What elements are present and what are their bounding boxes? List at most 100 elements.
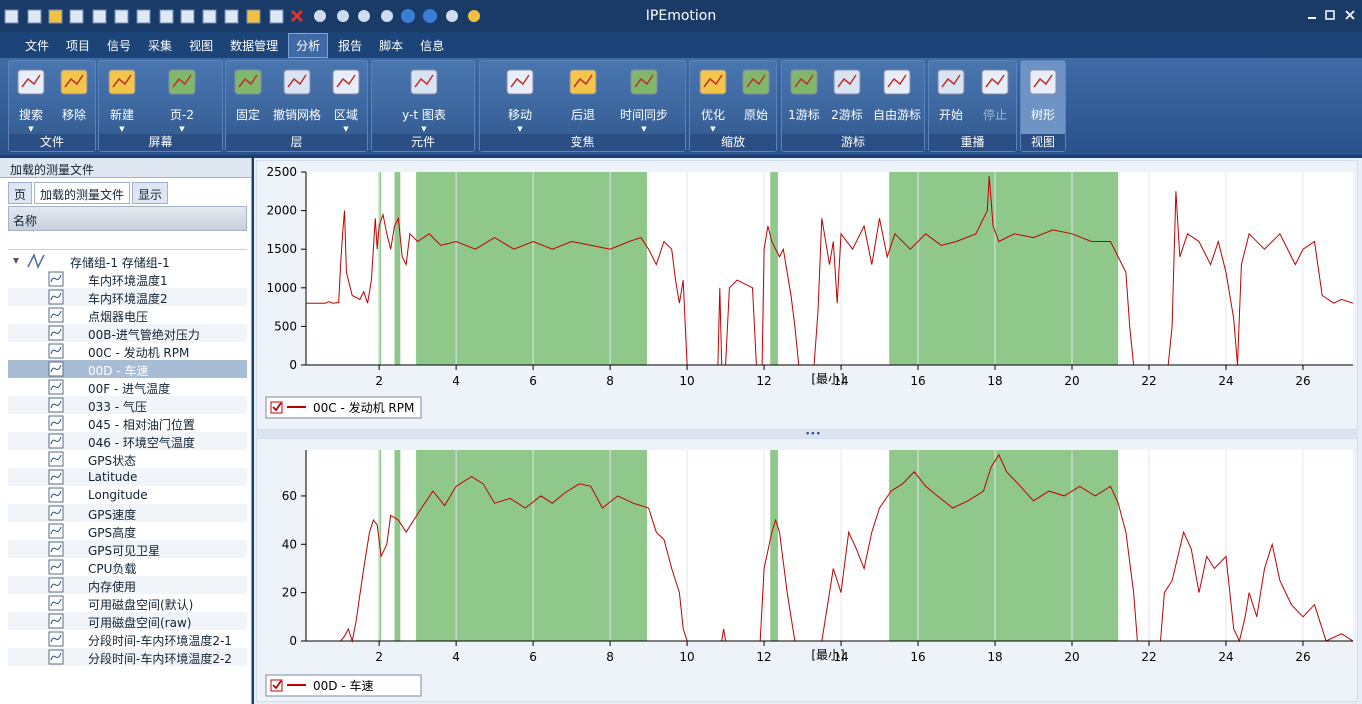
signal-item[interactable]: 分段时间-车内环境温度2-2 <box>8 648 247 666</box>
button-label: 搜索 <box>18 108 43 122</box>
menu-item[interactable]: 文件 <box>25 38 50 53</box>
ribbon-button[interactable]: 树形 <box>1015 61 1071 123</box>
ribbon-button[interactable]: 区域 ▼ <box>318 61 374 133</box>
signal-label: Longitude <box>88 488 148 502</box>
ribbon-button[interactable]: 自由游标 <box>869 61 925 123</box>
signal-label: 内存使用 <box>88 580 137 594</box>
signal-label: 车内环境温度1 <box>88 274 168 288</box>
ribbon-button[interactable]: 时间同步 ▼ <box>616 61 672 133</box>
y-tick-label: 1500 <box>266 242 297 256</box>
highlight-range <box>889 450 1119 641</box>
signal-item[interactable]: 046 - 环境空气温度 <box>8 432 247 450</box>
icon-wave <box>50 634 62 643</box>
menu-item[interactable]: 分析 <box>288 32 329 58</box>
button-icon <box>506 69 534 95</box>
signal-item[interactable]: 点烟器电压 <box>8 306 247 324</box>
signal-item[interactable]: GPS速度 <box>8 504 247 522</box>
ribbon-button[interactable]: 1游标 <box>776 61 832 123</box>
panel-tab[interactable]: 加载的测量文件 <box>34 182 131 204</box>
signal-item[interactable]: GPS可见卫星 <box>8 540 247 558</box>
icon-wave <box>50 508 62 517</box>
signal-icon <box>48 523 64 539</box>
signal-item[interactable]: 00D - 车速 <box>8 360 247 378</box>
ribbon-group-label: 缩放 <box>690 134 776 151</box>
panel-tab[interactable]: 页 <box>8 182 33 204</box>
ribbon-button[interactable]: 开始 <box>923 61 979 123</box>
signal-item[interactable]: 00F - 进气温度 <box>8 378 247 396</box>
tree-group[interactable]: 存储组-1 存储组-1 <box>8 252 247 270</box>
highlight-range <box>394 172 401 365</box>
signal-icon <box>48 307 64 323</box>
icon-detail <box>887 74 907 88</box>
ribbon-collapse[interactable] <box>1345 42 1359 48</box>
menu-item[interactable]: 项目 <box>66 38 91 53</box>
signal-icon <box>48 451 64 467</box>
legend[interactable]: 00C - 发动机 RPM <box>265 396 422 419</box>
signal-item[interactable]: 00C - 发动机 RPM <box>8 342 247 360</box>
signal-tree: 存储组-1 存储组-1 车内环境温度1 车内环境温度2 点烟器电压 00B-进气管绝对压… <box>0 252 252 672</box>
signal-label: 可用磁盘空间(raw) <box>88 616 192 630</box>
signal-label: 分段时间-车内环境温度2-1 <box>88 634 232 648</box>
menu-item[interactable]: 脚本 <box>379 38 404 53</box>
x-axis-label: [最小] <box>811 648 844 662</box>
ribbon-button[interactable]: 固定 <box>220 61 276 123</box>
signal-label: 033 - 气压 <box>88 400 147 414</box>
signal-item[interactable]: GPS高度 <box>8 522 247 540</box>
yt-chart: 2 4 6 8 10 12 14 16 18 20 22 24 26050010001500200025… <box>256 160 1358 430</box>
menu-item[interactable]: 采集 <box>148 38 173 53</box>
ribbon-button[interactable]: 原始 <box>728 61 784 123</box>
signal-item[interactable]: CPU负载 <box>8 558 247 576</box>
signal-item[interactable]: 00B-进气管绝对压力 <box>8 324 247 342</box>
signal-item[interactable]: 分段时间-车内环境温度2-1 <box>8 630 247 648</box>
signal-icon <box>48 397 64 413</box>
ribbon-button[interactable]: 后退 <box>555 61 611 123</box>
signal-label: 00C - 发动机 RPM <box>88 346 190 360</box>
icon-wave <box>50 454 62 463</box>
ribbon-button[interactable]: 搜索 ▼ <box>3 61 59 133</box>
signal-item[interactable]: 车内环境温度2 <box>8 288 247 306</box>
ribbon-button[interactable]: 移除 <box>46 61 102 123</box>
ribbon-button[interactable]: 撤销网格 <box>269 61 325 123</box>
signal-label: 00B-进气管绝对压力 <box>88 328 200 342</box>
ribbon-group-label: 层 <box>226 134 367 151</box>
signal-item[interactable]: 可用磁盘空间(raw) <box>8 612 247 630</box>
icon-wave <box>50 274 62 283</box>
ribbon-button[interactable]: 停止 <box>967 61 1023 123</box>
ribbon-button[interactable]: y-t 图表 ▼ <box>396 61 452 133</box>
x-tick-label: 6 <box>529 374 537 388</box>
ribbon-button[interactable]: 页-2 ▼ <box>154 61 210 133</box>
signal-item[interactable]: 车内环境温度1 <box>8 270 247 288</box>
window-controls[interactable] <box>1302 0 1362 32</box>
legend-checkbox <box>270 679 283 692</box>
signal-icon <box>48 325 64 341</box>
signal-item[interactable]: 内存使用 <box>8 576 247 594</box>
ribbon-button[interactable]: 移动 ▼ <box>492 61 548 133</box>
button-icon <box>234 69 262 95</box>
signal-icon <box>48 343 64 359</box>
legend[interactable]: 00D - 车速 <box>265 674 422 697</box>
menu-item[interactable]: 报告 <box>338 38 363 53</box>
highlight-range <box>416 172 648 365</box>
signal-item[interactable]: 033 - 气压 <box>8 396 247 414</box>
menu-item[interactable]: 信号 <box>107 38 132 53</box>
button-icon <box>699 69 727 95</box>
ribbon-button[interactable]: 新建 ▼ <box>94 61 150 133</box>
legend-label: 00D - 车速 <box>313 678 373 693</box>
menu-item[interactable]: 信息 <box>420 38 445 53</box>
signal-item[interactable]: 045 - 相对油门位置 <box>8 414 247 432</box>
signal-item[interactable]: Latitude <box>8 468 247 486</box>
icon-wave <box>50 580 62 589</box>
ribbon-button[interactable]: 优化 ▼ <box>685 61 741 133</box>
menu-item[interactable]: 视图 <box>189 38 214 53</box>
splitter[interactable]: ••• <box>256 430 1358 438</box>
panel-tab[interactable]: 显示 <box>132 182 169 204</box>
signal-item[interactable]: Longitude <box>8 486 247 504</box>
menu-item[interactable]: 数据管理 <box>230 38 279 53</box>
signal-item[interactable]: 可用磁盘空间(默认) <box>8 594 247 612</box>
button-icon <box>108 69 136 95</box>
ribbon-button[interactable]: 2游标 <box>819 61 875 123</box>
icon-wave <box>50 544 62 553</box>
signal-item[interactable]: GPS状态 <box>8 450 247 468</box>
button-icon <box>1029 69 1057 95</box>
y-tick-label: 20 <box>282 586 297 600</box>
